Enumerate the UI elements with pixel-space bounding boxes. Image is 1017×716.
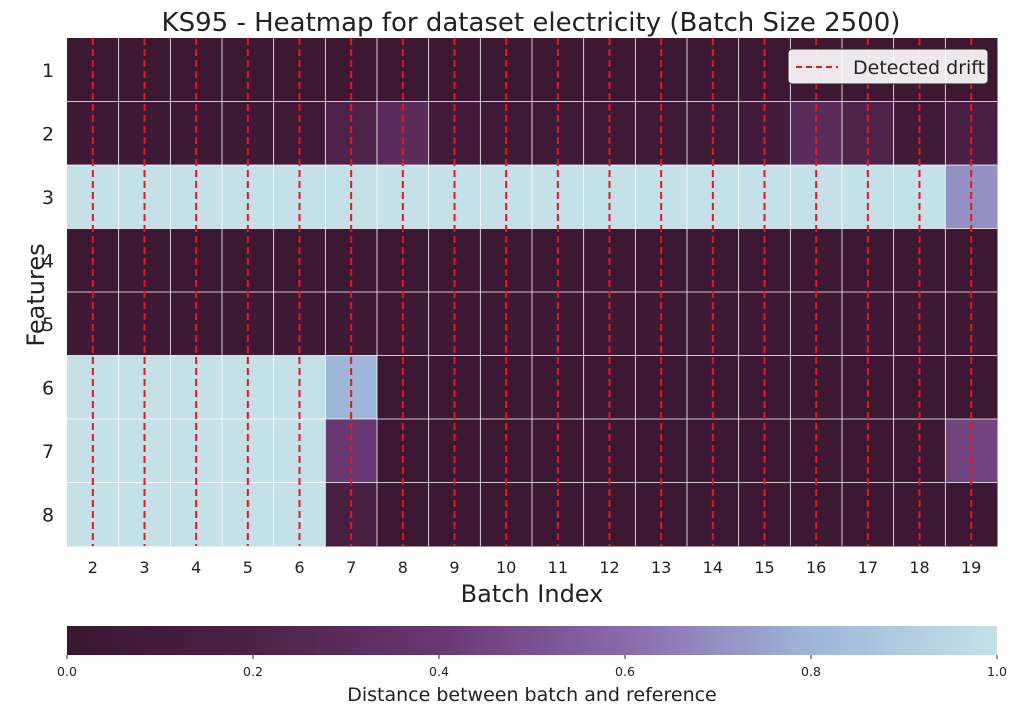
heatmap-cell [790,101,843,166]
heatmap-cell [635,355,688,420]
x-tick-label: 10 [496,558,516,577]
heatmap-cell [170,38,223,102]
heatmap-cell [635,101,688,166]
heatmap-cell [893,355,946,420]
y-tick-label: 7 [42,441,54,463]
heatmap-cell [532,355,585,420]
heatmap-cell [222,355,275,420]
heatmap-cell [222,101,275,166]
y-tick-label: 1 [42,60,54,82]
legend: Detected drift [787,48,989,85]
heatmap-cell [377,101,430,166]
y-tick-label: 8 [42,504,54,526]
x-tick-label: 19 [961,558,981,577]
x-tick-label: 18 [909,558,929,577]
colorbar-tick-label: 0.4 [429,664,449,679]
heatmap-cell [738,38,791,102]
heatmap-cell [738,355,791,420]
heatmap-cell [687,101,740,166]
x-tick-label: 8 [398,558,408,577]
heatmap-cell [893,101,946,166]
y-tick-label: 2 [42,123,54,145]
heatmap-cell [687,38,740,102]
heatmap-cell [170,101,223,166]
colorbar-tick-label: 0.2 [243,664,263,679]
heatmap-cell [67,38,120,102]
y-tick-label: 5 [42,314,54,336]
heatmap-cell [842,355,895,420]
heatmap-cell [583,38,636,102]
legend-box [787,48,989,85]
heatmap-cell [583,101,636,166]
heatmap-cell [325,355,378,420]
heatmap-cell [325,101,378,166]
x-tick-label: 2 [88,558,98,577]
heatmap-cell [67,101,120,166]
legend-label: Detected drift [853,57,985,79]
colorbar-tick-label: 1.0 [987,664,1007,679]
heatmap-cell [325,38,378,102]
heatmap-cell [842,101,895,166]
x-tick-label: 17 [858,558,878,577]
x-tick-label: 7 [346,558,356,577]
y-tick-labels: 1 2 3 4 5 6 7 8 [42,60,54,527]
heatmap-cell [480,355,533,420]
heatmap-cell [377,355,430,420]
x-tick-label: 9 [449,558,459,577]
y-axis-label: Features [22,243,50,346]
heatmap-cell [118,38,171,102]
heatmap-cell [532,38,585,102]
heatmap-cell [635,38,688,102]
x-tick-labels: 2 3 4 5 6 7 8 9 10 11 12 13 14 15 16 17 18 19 [88,558,982,577]
x-tick-label: 6 [294,558,304,577]
heatmap-cell [377,38,430,102]
colorbar-tick-label: 0.6 [615,664,635,679]
y-tick-label: 6 [42,377,54,399]
colorbar-tick-label: 0.8 [801,664,821,679]
colorbar-ticks: 0.0 0.2 0.4 0.6 0.8 1.0 [57,655,1007,679]
x-tick-label: 15 [754,558,774,577]
heatmap-cell [67,355,120,420]
heatmap-cell [273,355,326,420]
heatmap-cell [428,355,481,420]
heatmap-cell [583,355,636,420]
heatmap-cell [118,101,171,166]
heatmap-cell [222,38,275,102]
heatmap-cell [532,101,585,166]
heatmap-cell [790,355,843,420]
colorbar-label: Distance between batch and reference [347,684,717,706]
x-tick-label: 16 [806,558,826,577]
x-tick-label: 13 [651,558,671,577]
heatmap-cell [170,355,223,420]
heatmap-cell [273,38,326,102]
x-tick-label: 3 [139,558,149,577]
cell-gridlines [67,38,997,546]
colorbar-tick-label: 0.0 [57,664,77,679]
drift-lines [91,38,973,546]
heatmap-cell [738,101,791,166]
heatmap-cell [687,355,740,420]
heatmap-cell [428,101,481,166]
y-tick-label: 3 [42,187,54,209]
heatmap-cell [428,38,481,102]
heatmap-cell [480,38,533,102]
x-axis-label: Batch Index [461,580,604,608]
heatmap-cell [945,101,998,166]
colorbar [67,626,997,655]
y-tick-label: 4 [42,250,54,272]
x-tick-label: 4 [191,558,201,577]
x-tick-label: 12 [599,558,619,577]
x-tick-label: 14 [703,558,723,577]
x-tick-label: 11 [548,558,568,577]
heatmap-cell [945,355,998,420]
heatmap-cell [480,101,533,166]
heatmap-cell [273,101,326,166]
heatmap-cell [118,355,171,420]
chart-title: KS95 - Heatmap for dataset electricity (… [162,8,901,38]
x-tick-label: 5 [243,558,253,577]
